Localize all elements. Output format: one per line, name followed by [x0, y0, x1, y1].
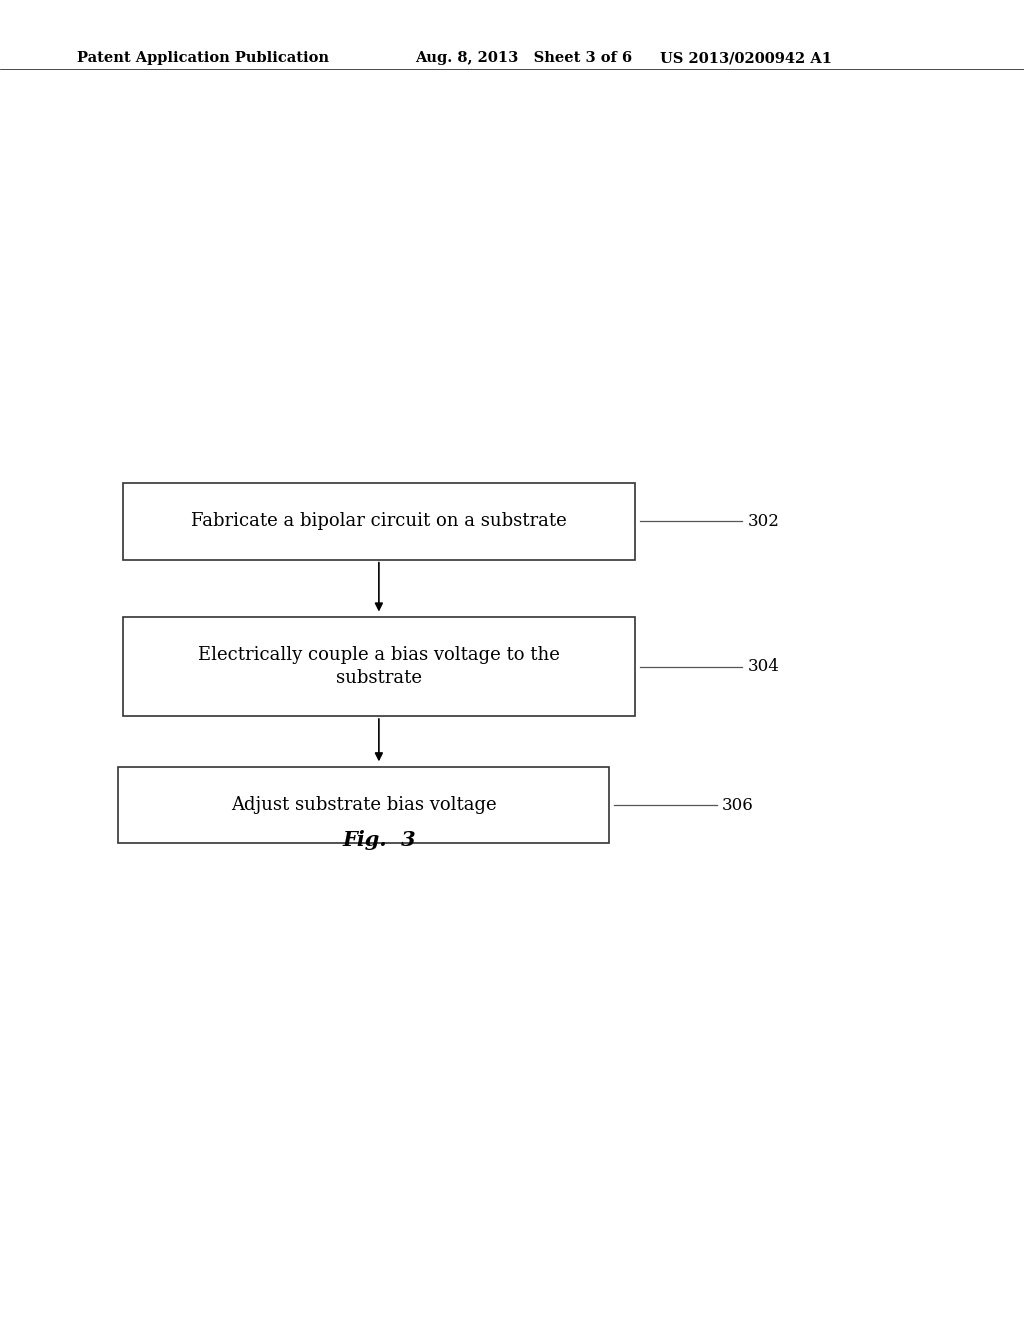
Bar: [123, 483, 635, 560]
Text: Fig.  3: Fig. 3: [342, 830, 416, 850]
Bar: [118, 767, 609, 843]
Text: Aug. 8, 2013   Sheet 3 of 6: Aug. 8, 2013 Sheet 3 of 6: [415, 51, 632, 65]
Text: Electrically couple a bias voltage to the
substrate: Electrically couple a bias voltage to th…: [198, 645, 560, 688]
Text: Patent Application Publication: Patent Application Publication: [77, 51, 329, 65]
Text: 306: 306: [722, 797, 754, 813]
Text: 302: 302: [748, 513, 779, 529]
Bar: [123, 618, 635, 715]
Text: Fabricate a bipolar circuit on a substrate: Fabricate a bipolar circuit on a substra…: [191, 512, 566, 531]
Text: 304: 304: [748, 659, 779, 675]
Text: US 2013/0200942 A1: US 2013/0200942 A1: [660, 51, 833, 65]
Text: Adjust substrate bias voltage: Adjust substrate bias voltage: [230, 796, 497, 814]
